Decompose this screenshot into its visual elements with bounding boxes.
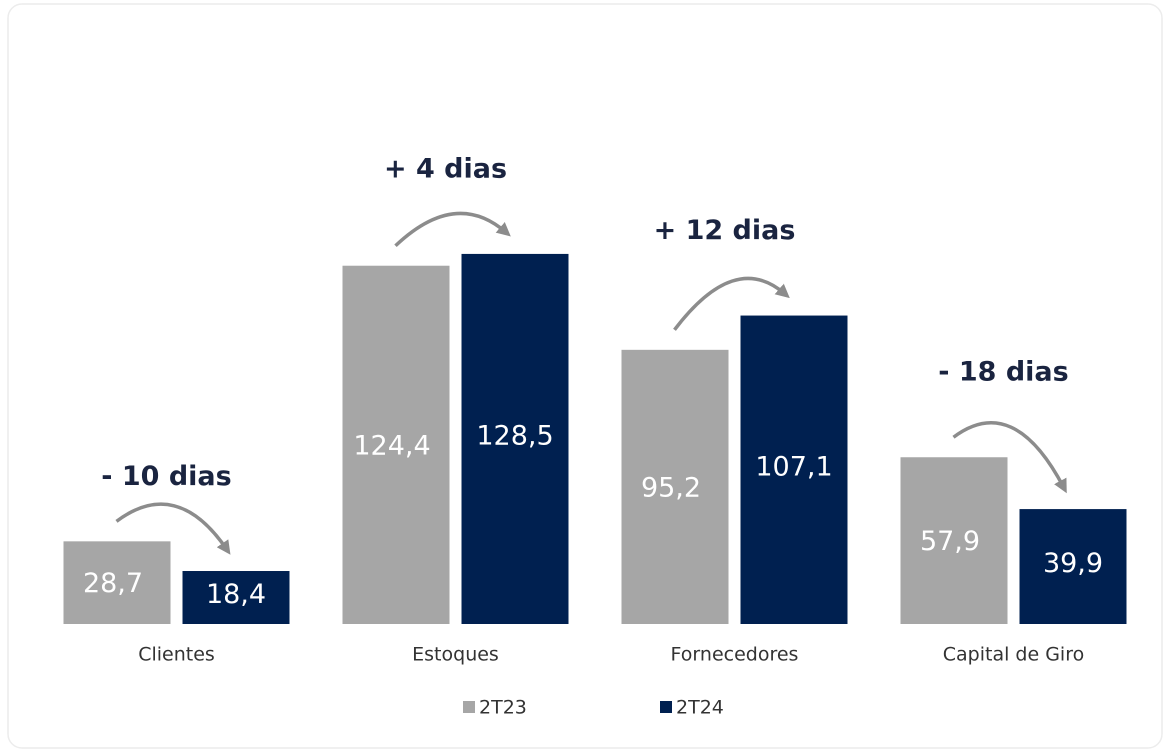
bar [342,265,450,624]
arrow [394,211,511,247]
bar [63,541,171,624]
legend-label: 2T24 [676,697,724,719]
value-label: 124,4 [353,430,430,461]
annotation: + 12 dias [654,215,796,246]
value-label: 128,5 [476,420,553,451]
value-label: 57,9 [920,526,980,557]
annotation: - 18 dias [938,357,1068,388]
value-label: 39,9 [1043,548,1103,579]
arrow [673,276,790,331]
arrow [115,502,231,555]
card [7,3,1163,749]
bar [182,571,290,624]
annotation: + 4 dias [384,153,507,184]
legend-swatch [463,701,475,713]
legend-label: 2T23 [479,697,527,719]
x-tick-label: Clientes [138,644,215,666]
x-tick-label: Estoques [412,644,499,666]
bar [900,457,1008,624]
legend-swatch [660,701,672,713]
x-tick-label: Fornecedores [671,644,799,666]
value-label: 28,7 [83,568,143,599]
bar [461,253,569,625]
bar [1019,509,1127,624]
value-label: 18,4 [206,579,266,610]
annotation: - 10 dias [101,461,231,492]
value-label: 95,2 [641,472,701,503]
bar [740,315,848,624]
x-tick-label: Capital de Giro [943,644,1084,666]
value-label: 107,1 [755,451,832,482]
bar [621,349,729,624]
arrow [952,421,1067,494]
